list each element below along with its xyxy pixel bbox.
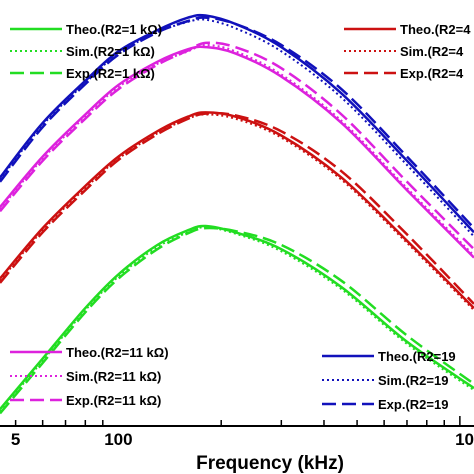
legend-label: Theo.(R2=11 kΩ) bbox=[66, 345, 169, 360]
x-axis-title: Frequency (kHz) bbox=[196, 453, 344, 474]
legend-label: Theo.(R2=4 bbox=[400, 22, 471, 37]
legend-top-left: Theo.(R2=1 kΩ) Sim.(R2=1 kΩ) Exp.(R2=1 kΩ) bbox=[10, 22, 162, 81]
legend-label: Sim.(R2=4 bbox=[400, 44, 464, 59]
series-line-red-dotted bbox=[0, 113, 474, 311]
series-line-magenta-solid bbox=[0, 45, 474, 259]
x-tick-label: 5 bbox=[11, 430, 20, 449]
legend-label: Sim.(R2=19 bbox=[378, 373, 448, 388]
legend-label: Exp.(R2=11 kΩ) bbox=[66, 393, 161, 408]
series-line-green-dashed bbox=[0, 226, 474, 415]
legend-top-right: Theo.(R2=4 Sim.(R2=4 Exp.(R2=4 bbox=[344, 22, 471, 81]
series-line-red-dashed bbox=[0, 111, 474, 305]
series-line-green-dotted bbox=[0, 226, 474, 412]
legend-label: Sim.(R2=11 kΩ) bbox=[66, 369, 161, 384]
series-line-red-solid bbox=[0, 111, 474, 309]
plot-curves bbox=[0, 13, 474, 415]
series-line-magenta-dashed bbox=[0, 41, 474, 251]
legend-bottom-left: Theo.(R2=11 kΩ) Sim.(R2=11 kΩ) Exp.(R2=11 … bbox=[10, 345, 169, 408]
legend-label: Exp.(R2=1 kΩ) bbox=[66, 66, 155, 81]
legend-bottom-right: Theo.(R2=19 Sim.(R2=19 Exp.(R2=19 bbox=[322, 349, 456, 412]
series-line-green-solid bbox=[0, 224, 474, 411]
legend-label: Theo.(R2=19 bbox=[378, 349, 456, 364]
x-axis: 5 100 10 bbox=[0, 416, 474, 449]
legend-label: Exp.(R2=19 bbox=[378, 397, 448, 412]
legend-label: Sim.(R2=1 kΩ) bbox=[66, 44, 155, 59]
x-tick-label: 100 bbox=[104, 430, 132, 449]
series-line-blue-dashed bbox=[0, 16, 474, 229]
x-tick-label: 10 bbox=[455, 430, 474, 449]
legend-label: Theo.(R2=1 kΩ) bbox=[66, 22, 162, 37]
legends: Theo.(R2=1 kΩ) Sim.(R2=1 kΩ) Exp.(R2=1 kΩ)… bbox=[10, 22, 471, 412]
series-line-magenta-dotted bbox=[0, 43, 474, 257]
x-ticks: 5 100 10 bbox=[11, 416, 474, 449]
series-line-blue-solid bbox=[0, 13, 474, 234]
legend-label: Exp.(R2=4 bbox=[400, 66, 464, 81]
